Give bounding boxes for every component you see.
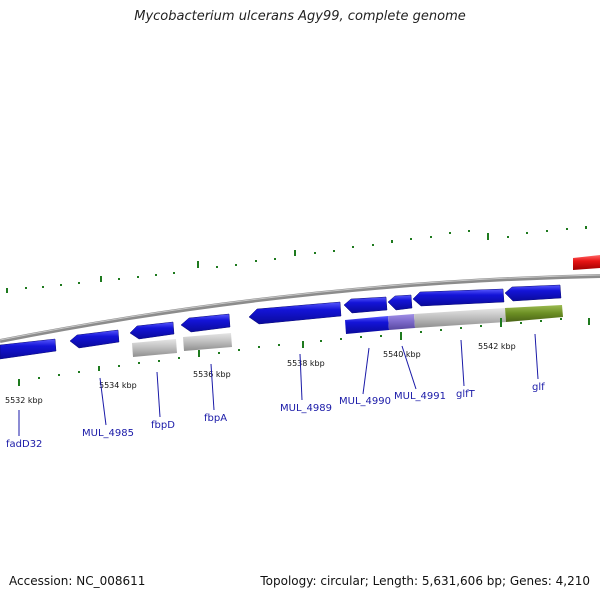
cds-fadD32[interactable] [0, 338, 57, 360]
tick-label: 5540 kbp [383, 350, 421, 359]
cds-MUL_4989[interactable] [248, 301, 342, 325]
accession-text: Accession: NC_008611 [9, 574, 146, 588]
gc-track-upper [6, 226, 587, 293]
cds-MUL_4985[interactable] [69, 329, 120, 349]
gene-fbpD[interactable] [132, 339, 177, 357]
tick-label: 5538 kbp [287, 359, 325, 368]
gene-label-glfT[interactable]: glfT [456, 389, 476, 400]
topology-text: Topology: circular; Length: 5,631,606 bp… [260, 574, 590, 588]
tick-label: 5532 kbp [5, 396, 43, 405]
gene-label-fbpD[interactable]: fbpD [151, 420, 175, 431]
gene-fbpA[interactable] [183, 333, 232, 351]
gene-label-glf[interactable]: glf [532, 382, 545, 393]
gene-label-MUL_4989[interactable]: MUL_4989 [280, 403, 332, 414]
gene-label-fadD32[interactable]: fadD32 [6, 439, 42, 450]
gene-track [132, 305, 563, 357]
cds-MUL_4990[interactable] [343, 296, 388, 314]
gene-label-MUL_4985[interactable]: MUL_4985 [82, 428, 134, 439]
cds-MUL_4991[interactable] [387, 294, 413, 311]
cds-fbpA[interactable] [180, 313, 231, 333]
cds-glfT[interactable] [412, 288, 505, 307]
tick-label: 5542 kbp [478, 342, 516, 351]
gene-leader-lines [18, 333, 539, 436]
cds-glf[interactable] [504, 284, 562, 302]
gene-glf[interactable] [505, 305, 563, 322]
cds-track [0, 284, 562, 360]
gene-MUL_4991[interactable] [388, 314, 415, 330]
map-title: Mycobacterium ulcerans Agy99, complete g… [134, 9, 466, 24]
gc-track-lower [18, 318, 590, 386]
gene-labels: fadD32 MUL_4985 fbpD fbpA MUL_4989 MUL_4… [6, 382, 545, 450]
gene-glfT[interactable] [414, 308, 506, 328]
gene-label-fbpA[interactable]: fbpA [204, 413, 227, 424]
red-feature[interactable] [573, 255, 600, 270]
gene-MUL_4990[interactable] [345, 316, 389, 334]
genome-backbone [0, 274, 600, 343]
cds-fbpD[interactable] [129, 321, 175, 340]
gene-label-MUL_4990[interactable]: MUL_4990 [339, 396, 391, 407]
gene-label-MUL_4991[interactable]: MUL_4991 [394, 391, 446, 402]
tick-label: 5534 kbp [99, 381, 137, 390]
